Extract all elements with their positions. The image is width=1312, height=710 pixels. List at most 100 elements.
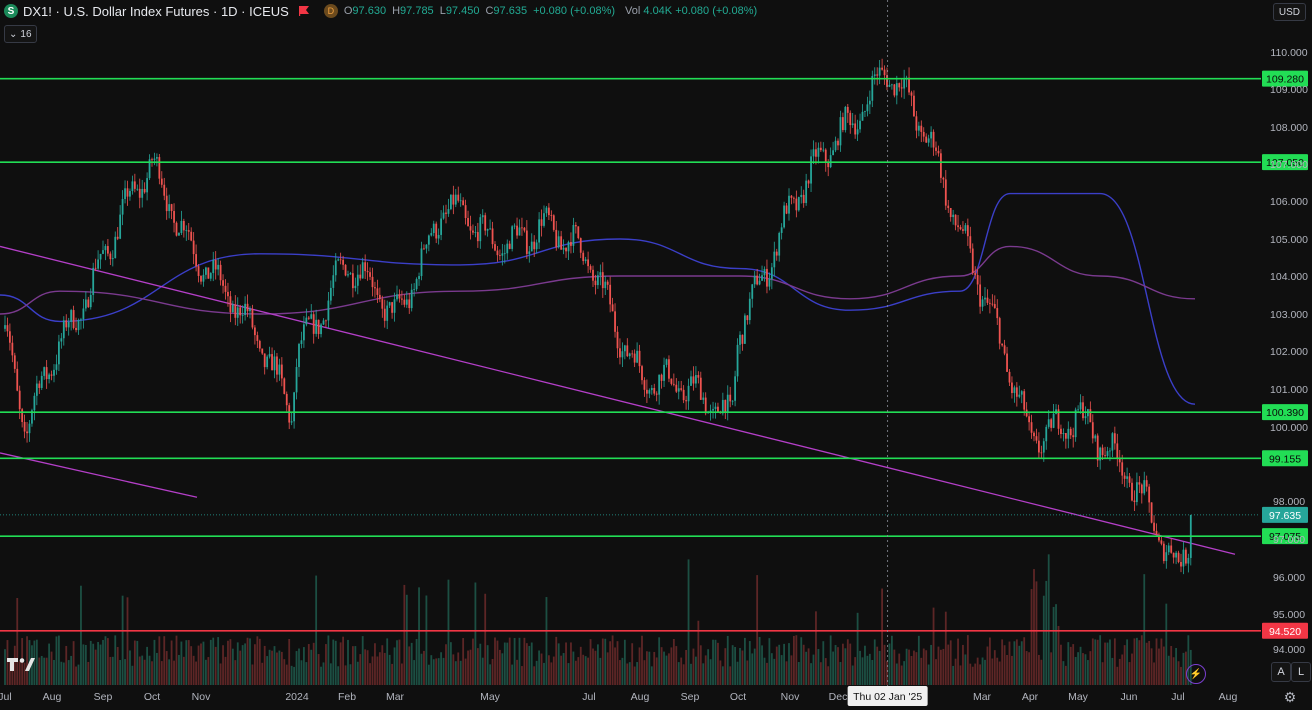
volume-bar bbox=[1131, 653, 1133, 685]
candle-body bbox=[572, 225, 575, 246]
volume-bar bbox=[521, 666, 523, 685]
candle bbox=[788, 188, 790, 221]
volume-bar bbox=[202, 641, 205, 685]
candle-body bbox=[699, 377, 702, 400]
volume-bar bbox=[241, 645, 244, 685]
candle-body bbox=[619, 348, 621, 358]
volume-bar bbox=[984, 659, 986, 685]
candle bbox=[1064, 432, 1067, 449]
candle bbox=[560, 230, 563, 250]
volume-bar bbox=[802, 644, 805, 685]
candle bbox=[182, 218, 185, 238]
dividend-badge[interactable]: D bbox=[323, 4, 338, 18]
candle bbox=[236, 297, 239, 326]
tradingview-logo[interactable] bbox=[6, 655, 36, 673]
candle bbox=[332, 265, 335, 297]
candle-body bbox=[986, 297, 989, 303]
volume-bar bbox=[513, 638, 516, 685]
candle bbox=[1040, 445, 1043, 459]
candle bbox=[557, 230, 560, 249]
candle bbox=[1133, 490, 1136, 512]
candle bbox=[562, 239, 565, 255]
candle bbox=[393, 292, 396, 322]
currency-selector[interactable]: USD bbox=[1272, 3, 1306, 21]
candle-body bbox=[770, 267, 773, 279]
volume-bar bbox=[18, 661, 21, 685]
volume-bar bbox=[680, 657, 683, 685]
candle bbox=[371, 267, 374, 297]
gear-icon[interactable]: ⚙ bbox=[1283, 688, 1297, 705]
candle-body bbox=[464, 205, 467, 219]
lightning-icon[interactable]: ⚡ bbox=[1186, 664, 1206, 684]
volume-bar bbox=[190, 646, 193, 685]
candle bbox=[9, 323, 11, 351]
volume-bar bbox=[192, 655, 195, 685]
candle-body bbox=[374, 287, 376, 289]
candle-body bbox=[736, 344, 739, 377]
candle-body bbox=[77, 319, 80, 331]
candle bbox=[307, 316, 310, 321]
candle bbox=[187, 222, 190, 240]
candle-body bbox=[1113, 433, 1116, 444]
candle-body bbox=[217, 264, 220, 270]
candle-body bbox=[976, 275, 979, 285]
candle-body bbox=[1148, 486, 1151, 503]
candle bbox=[261, 348, 264, 355]
candle-body bbox=[124, 188, 126, 199]
candle-body bbox=[410, 289, 413, 309]
volume-bar bbox=[212, 637, 215, 685]
candle-body bbox=[303, 324, 305, 341]
volume-bar bbox=[295, 651, 298, 685]
indicators-toggle-button[interactable]: ⌄ 16 bbox=[4, 25, 37, 43]
candle bbox=[1069, 426, 1072, 440]
candle bbox=[342, 255, 344, 270]
volume-bar bbox=[182, 656, 185, 685]
candle bbox=[474, 226, 477, 238]
volume-bar bbox=[699, 645, 702, 685]
candle bbox=[1106, 446, 1109, 458]
candle-body bbox=[991, 303, 994, 305]
volume-bar bbox=[472, 638, 474, 685]
candle bbox=[1008, 369, 1011, 386]
candle bbox=[170, 203, 173, 220]
price-change: +0.080 (+0.08%) bbox=[533, 5, 616, 17]
symbol-title[interactable]: DX1! · U.S. Dollar Index Futures · 1D · … bbox=[23, 3, 289, 19]
candle-body bbox=[320, 324, 322, 335]
candle bbox=[1023, 389, 1026, 416]
volume-bar bbox=[268, 649, 271, 685]
candle bbox=[619, 338, 621, 365]
symbol-icon[interactable]: S bbox=[4, 4, 18, 18]
volume-bar bbox=[476, 648, 479, 685]
price-level-tag bbox=[1262, 404, 1308, 421]
volume-bar bbox=[219, 663, 222, 685]
candle-body bbox=[1077, 409, 1079, 411]
volume-bar bbox=[873, 639, 876, 685]
volume-bar bbox=[425, 595, 428, 685]
candle-body bbox=[940, 153, 942, 178]
volume-bar bbox=[548, 655, 550, 685]
candle-body bbox=[864, 111, 866, 113]
candle-body bbox=[80, 319, 82, 321]
log-scale-button[interactable]: L bbox=[1291, 662, 1311, 682]
candle bbox=[67, 317, 70, 336]
volume-bar bbox=[606, 652, 609, 685]
red-flag-icon[interactable] bbox=[298, 6, 310, 16]
candle bbox=[1082, 395, 1084, 421]
auto-scale-button[interactable]: A bbox=[1271, 662, 1291, 682]
volume-bar bbox=[87, 661, 90, 685]
volume-bar bbox=[146, 646, 148, 685]
volume-bar bbox=[815, 611, 817, 685]
candle-body bbox=[540, 219, 543, 226]
candle bbox=[606, 279, 609, 290]
candle-body bbox=[1187, 557, 1190, 564]
candle bbox=[476, 222, 479, 248]
candle-body bbox=[594, 280, 597, 286]
candle-body bbox=[685, 400, 687, 402]
candle bbox=[925, 133, 928, 143]
candle-body bbox=[60, 338, 63, 342]
candle bbox=[13, 352, 16, 373]
candle bbox=[415, 277, 418, 292]
candle bbox=[895, 75, 898, 105]
candle bbox=[445, 204, 447, 224]
